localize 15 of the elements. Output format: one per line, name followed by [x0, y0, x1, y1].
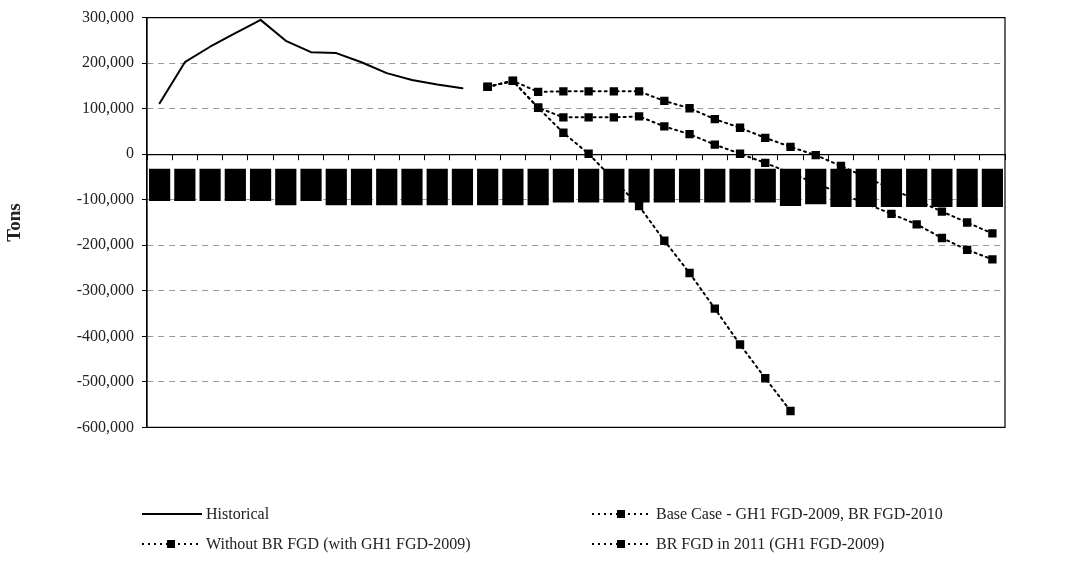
- y-tick-label: 0: [126, 144, 134, 162]
- y-tick-label: -300,000: [76, 281, 134, 298]
- y-tick-label: -100,000: [76, 189, 134, 207]
- y-tick-label: 100,000: [82, 98, 134, 116]
- y-tick-label: -600,000: [76, 417, 134, 435]
- legend-label: Without BR FGD (with GH1 FGD-2009): [206, 535, 471, 553]
- y-tick-label: -400,000: [76, 326, 134, 344]
- y-tick-label: 200,000: [82, 53, 134, 71]
- y-tick-label: -200,000: [76, 235, 134, 253]
- legend-label: Historical: [206, 505, 270, 523]
- y-tick-label: -500,000: [76, 372, 134, 390]
- y-axis-title: Tons: [3, 203, 25, 242]
- legend-label: BR FGD in 2011 (GH1 FGD-2009): [656, 535, 885, 553]
- legend-label: Base Case - GH1 FGD-2009, BR FGD-2010: [656, 505, 943, 523]
- y-tick-label: 300,000: [82, 7, 134, 25]
